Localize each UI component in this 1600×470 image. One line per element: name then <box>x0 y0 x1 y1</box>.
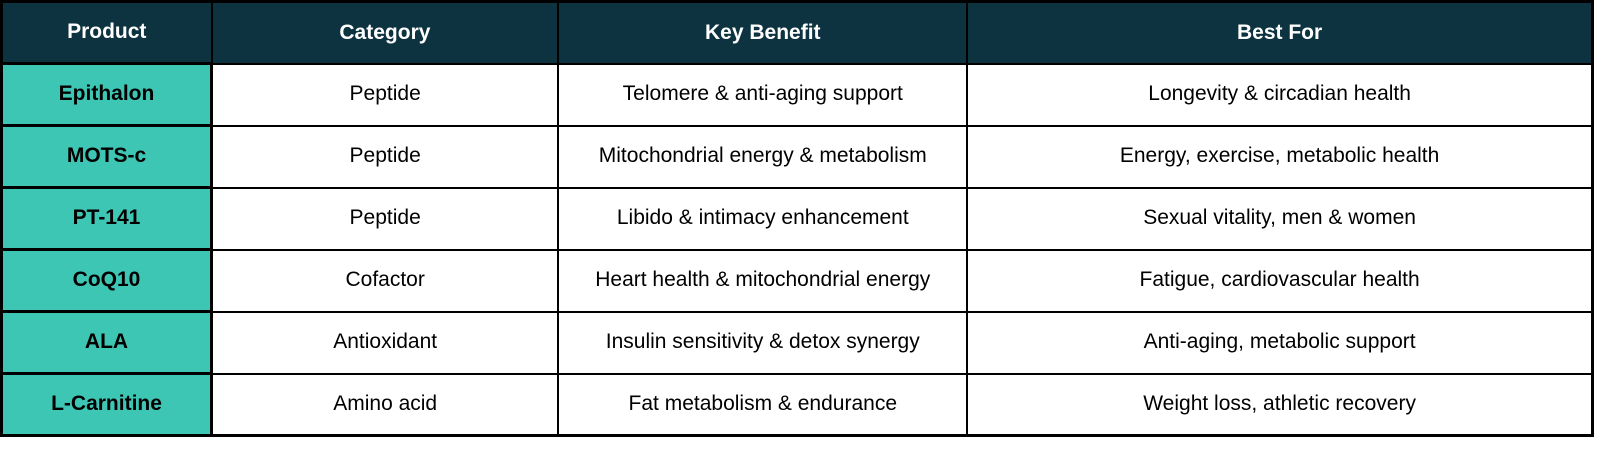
category-cell: Peptide <box>210 124 560 189</box>
table-row: CoQ10 Cofactor Heart health & mitochondr… <box>0 248 1594 313</box>
best-for-cell: Sexual vitality, men & women <box>966 186 1594 251</box>
best-for-cell: Weight loss, athletic recovery <box>966 372 1594 437</box>
best-for-cell: Anti-aging, metabolic support <box>966 310 1594 375</box>
category-cell: Peptide <box>210 186 560 251</box>
key-benefit-cell: Mitochondrial energy & metabolism <box>557 124 969 189</box>
column-header-best-for: Best For <box>966 0 1594 65</box>
best-for-cell: Longevity & circadian health <box>966 62 1594 127</box>
table-row: L-Carnitine Amino acid Fat metabolism & … <box>0 372 1594 437</box>
column-header-key-benefit: Key Benefit <box>557 0 969 65</box>
key-benefit-cell: Insulin sensitivity & detox synergy <box>557 310 969 375</box>
best-for-cell: Energy, exercise, metabolic health <box>966 124 1594 189</box>
table-row: MOTS-c Peptide Mitochondrial energy & me… <box>0 124 1594 189</box>
key-benefit-cell: Telomere & anti-aging support <box>557 62 969 127</box>
product-cell: L-Carnitine <box>0 372 213 437</box>
product-cell: Epithalon <box>0 62 213 127</box>
best-for-cell: Fatigue, cardiovascular health <box>966 248 1594 313</box>
table-row: Epithalon Peptide Telomere & anti-aging … <box>0 62 1594 127</box>
product-cell: ALA <box>0 310 213 375</box>
product-cell: PT-141 <box>0 186 213 251</box>
column-header-product: Product <box>0 0 213 65</box>
supplement-comparison-table: Product Category Key Benefit Best For Ep… <box>0 0 1594 437</box>
product-cell: MOTS-c <box>0 124 213 189</box>
category-cell: Amino acid <box>210 372 560 437</box>
category-cell: Cofactor <box>210 248 560 313</box>
key-benefit-cell: Heart health & mitochondrial energy <box>557 248 969 313</box>
key-benefit-cell: Fat metabolism & endurance <box>557 372 969 437</box>
product-cell: CoQ10 <box>0 248 213 313</box>
table-header-row: Product Category Key Benefit Best For <box>0 0 1594 65</box>
category-cell: Peptide <box>210 62 560 127</box>
key-benefit-cell: Libido & intimacy enhancement <box>557 186 969 251</box>
category-cell: Antioxidant <box>210 310 560 375</box>
table-row: PT-141 Peptide Libido & intimacy enhance… <box>0 186 1594 251</box>
table-row: ALA Antioxidant Insulin sensitivity & de… <box>0 310 1594 375</box>
column-header-category: Category <box>210 0 560 65</box>
